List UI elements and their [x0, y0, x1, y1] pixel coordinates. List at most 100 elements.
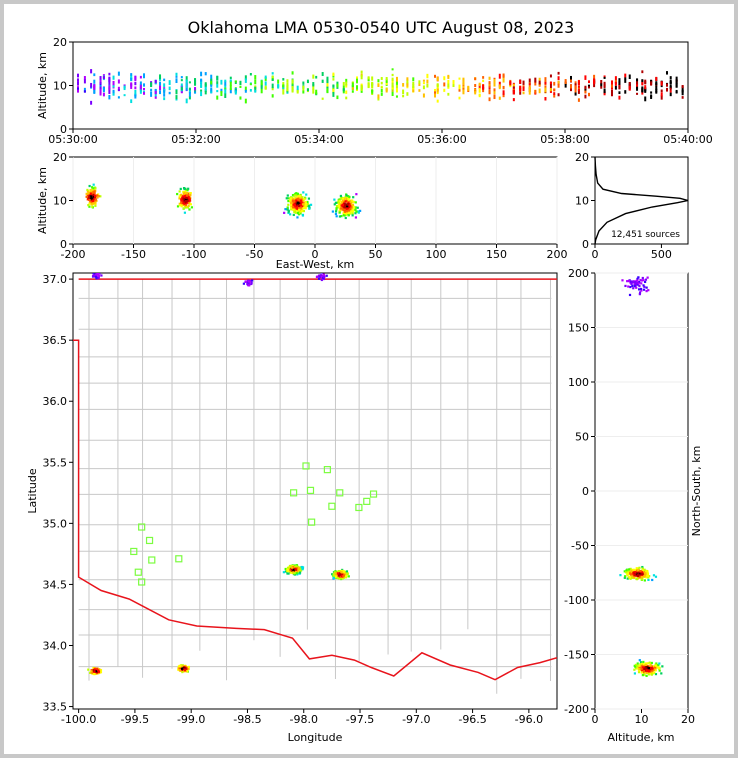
source-point	[163, 83, 166, 88]
source-point	[422, 82, 425, 85]
source-point	[634, 667, 638, 670]
source-point	[625, 569, 628, 572]
source-point	[647, 578, 650, 581]
source-point	[194, 78, 197, 83]
source-point	[618, 83, 621, 87]
source-point	[299, 199, 303, 202]
source-point	[610, 89, 613, 94]
source-point	[178, 669, 181, 672]
source-point	[210, 74, 213, 80]
source-point	[229, 79, 232, 82]
x-tick-label: 0	[312, 248, 319, 261]
source-point	[675, 82, 678, 88]
source-point	[90, 82, 93, 88]
source-point	[292, 569, 295, 572]
source-point	[650, 91, 653, 94]
source-point	[184, 187, 187, 190]
source-point	[282, 89, 285, 92]
source-point	[577, 81, 580, 85]
source-point	[644, 85, 647, 90]
source-point	[336, 576, 339, 580]
source-point	[360, 89, 363, 93]
source-point	[640, 571, 643, 574]
source-point	[355, 210, 358, 213]
source-point	[284, 208, 287, 211]
source-point	[418, 89, 421, 92]
source-point	[626, 280, 629, 283]
source-point	[301, 196, 304, 199]
source-point	[91, 193, 94, 197]
source-point	[182, 207, 185, 210]
source-point	[216, 95, 219, 100]
ew-height-panel: -200 -150 -100 -50 0 50 100 150 200 0 10 20 East-Wes…	[36, 151, 568, 271]
source-point	[108, 85, 111, 91]
source-point	[422, 79, 425, 82]
x-axis-label: East-West, km	[276, 258, 354, 271]
source-point	[402, 94, 405, 98]
source-point	[92, 671, 96, 674]
source-point	[83, 87, 86, 93]
source-point	[99, 88, 102, 94]
source-point	[502, 77, 505, 83]
source-point	[630, 569, 634, 572]
source-point	[89, 192, 92, 195]
source-point	[462, 77, 465, 82]
source-point	[436, 76, 439, 81]
x-tick-label: -99.5	[121, 713, 149, 726]
source-point	[334, 210, 338, 213]
source-point	[92, 666, 95, 670]
source-point	[640, 665, 643, 668]
source-point	[271, 94, 274, 98]
source-point	[342, 85, 345, 91]
source-point	[295, 192, 298, 195]
source-point	[188, 96, 191, 100]
source-point	[544, 77, 547, 82]
source-point	[184, 203, 188, 206]
source-point	[296, 216, 299, 219]
source-point	[669, 84, 672, 89]
source-point	[351, 203, 355, 206]
source-point	[94, 671, 97, 674]
source-point	[117, 79, 120, 84]
source-point	[618, 86, 621, 90]
source-point	[182, 195, 185, 198]
source-point	[336, 571, 339, 574]
source-point	[185, 666, 189, 669]
source-point	[640, 667, 643, 671]
x-tick-label: -99.0	[177, 713, 205, 726]
y-axis-label: Latitude	[26, 468, 39, 514]
source-point	[94, 668, 97, 671]
x-tick-label: 200	[547, 248, 568, 261]
source-point	[412, 85, 415, 88]
source-point	[474, 90, 477, 95]
source-point	[289, 565, 292, 568]
source-point	[134, 94, 137, 99]
source-point	[646, 662, 650, 665]
source-point	[91, 199, 94, 203]
source-point	[297, 206, 300, 209]
source-point	[610, 80, 613, 85]
source-point	[634, 663, 638, 666]
source-point	[352, 205, 355, 208]
source-point	[675, 89, 678, 93]
source-point	[528, 90, 531, 95]
source-point	[290, 571, 293, 574]
source-point	[292, 206, 295, 209]
source-point	[655, 88, 658, 93]
source-point	[346, 203, 349, 206]
source-point	[293, 200, 296, 203]
source-point	[636, 662, 639, 665]
source-point	[286, 79, 289, 83]
source-point	[629, 285, 632, 289]
source-point	[304, 200, 307, 204]
source-point	[493, 78, 496, 83]
source-point	[452, 84, 455, 87]
source-point	[306, 200, 309, 204]
source-point	[334, 572, 337, 575]
source-point	[380, 77, 383, 80]
source-point	[179, 187, 182, 191]
x-tick-label: -200	[61, 248, 86, 261]
source-point	[291, 79, 294, 84]
source-point	[600, 85, 603, 89]
source-point	[644, 80, 647, 84]
